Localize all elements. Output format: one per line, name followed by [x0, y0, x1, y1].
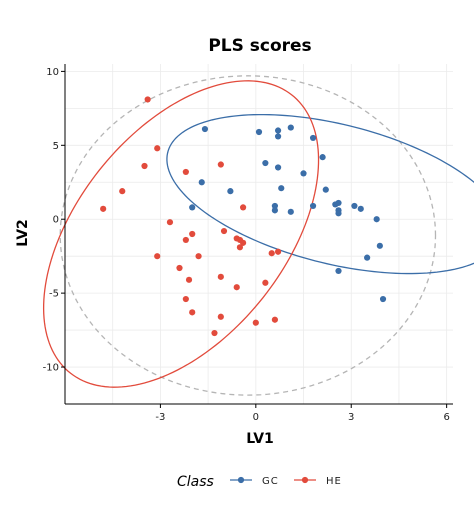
y-tick-label: 0	[53, 215, 59, 226]
point-he	[239, 204, 247, 211]
point-he	[154, 145, 161, 152]
point-gc	[262, 159, 269, 167]
point-he	[141, 162, 148, 170]
legend-items: GC HE	[230, 476, 342, 487]
point-he	[176, 264, 183, 272]
x-tick-label: 6	[443, 412, 449, 423]
point-he	[268, 250, 275, 257]
x-tick-label: -3	[155, 412, 165, 423]
point-he	[185, 276, 193, 283]
x-axis-title: LV1	[246, 431, 274, 447]
confidence-ellipses	[42, 75, 474, 396]
ellipse-gc	[166, 113, 474, 275]
point-he	[189, 230, 196, 238]
point-gc	[198, 179, 205, 186]
point-gc	[201, 125, 209, 133]
y-tick-label: 5	[53, 141, 59, 152]
point-he	[182, 236, 189, 244]
legend-label-he: HE	[326, 476, 342, 487]
point-gc	[373, 216, 380, 223]
y-tick-label: -5	[49, 289, 59, 300]
y-tick-label: 10	[46, 67, 59, 78]
point-gc	[255, 128, 263, 136]
point-gc	[274, 127, 282, 134]
legend-key-point-gc	[237, 476, 245, 484]
ellipse-he	[42, 80, 320, 388]
point-gc	[278, 185, 285, 192]
point-gc	[227, 188, 234, 195]
point-he	[220, 227, 228, 235]
point-gc	[322, 186, 329, 193]
point-he	[195, 253, 202, 260]
point-gc	[309, 202, 317, 210]
point-he	[239, 239, 247, 246]
x-tick-label: 0	[253, 412, 259, 423]
overall-ellipse	[59, 75, 437, 396]
point-he	[236, 244, 244, 251]
point-gc	[379, 295, 387, 303]
point-gc	[335, 199, 342, 207]
point-he	[217, 273, 224, 280]
score-points	[100, 96, 387, 337]
y-axis-title: LV2	[15, 219, 31, 247]
legend: Class GC HE	[177, 474, 342, 490]
point-gc	[351, 202, 358, 210]
point-he	[217, 313, 224, 320]
point-gc	[309, 134, 317, 142]
point-he	[274, 248, 282, 255]
point-gc	[357, 205, 364, 212]
legend-key-point-he	[301, 476, 309, 484]
point-he	[262, 279, 269, 286]
point-gc	[287, 208, 294, 215]
point-he	[100, 205, 107, 212]
point-he	[217, 161, 224, 168]
point-gc	[271, 207, 279, 214]
y-tick-label: -10	[43, 363, 59, 374]
point-he	[182, 295, 189, 303]
point-gc	[376, 242, 383, 249]
point-gc	[364, 254, 371, 261]
point-he	[166, 219, 174, 226]
x-tick-label: 3	[348, 412, 354, 423]
point-he	[144, 96, 151, 103]
point-gc	[335, 267, 342, 275]
point-gc	[274, 164, 282, 171]
point-gc	[319, 154, 326, 161]
legend-title: Class	[177, 474, 214, 490]
point-he	[233, 284, 240, 291]
chart-title: PLS scores	[208, 36, 311, 56]
point-he	[119, 188, 126, 195]
point-he	[189, 309, 196, 316]
point-he	[271, 316, 279, 323]
point-gc	[287, 124, 294, 131]
legend-label-gc: GC	[262, 476, 279, 487]
point-gc	[300, 170, 307, 177]
point-he	[154, 253, 161, 260]
point-he	[252, 319, 259, 326]
point-he	[211, 329, 218, 337]
point-he	[182, 168, 189, 176]
point-gc	[271, 202, 279, 210]
point-gc	[335, 210, 342, 217]
axes: -3 0 3 6 -10 -5 0 5 10	[43, 64, 453, 423]
gridlines	[65, 64, 453, 405]
point-gc	[189, 204, 196, 211]
point-gc	[274, 133, 282, 140]
